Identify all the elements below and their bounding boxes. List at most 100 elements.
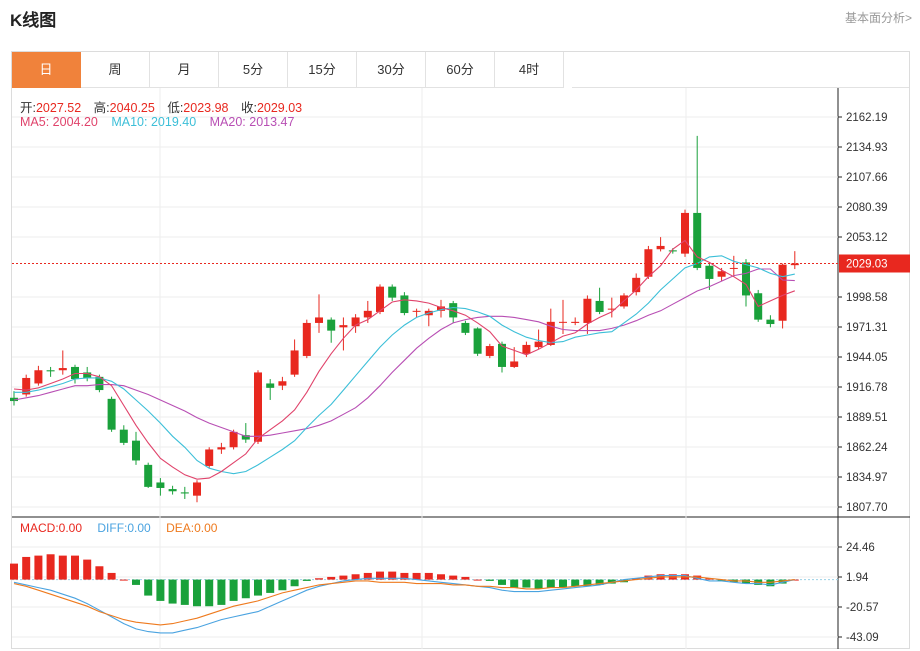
macd-bar (156, 579, 165, 601)
candle-body (34, 370, 43, 384)
candle-body (412, 310, 421, 312)
tab-60min[interactable]: 60分 (426, 52, 495, 88)
fundamental-analysis-link[interactable]: 基本面分析> (844, 11, 912, 25)
macd-bar (412, 572, 421, 580)
candle-body (400, 295, 409, 314)
macd-bar (644, 575, 653, 580)
candle-body (22, 377, 31, 395)
candle-body (729, 267, 738, 269)
price-tick-label: 2134.93 (846, 142, 888, 154)
candle-body (254, 372, 262, 442)
macd-bar (632, 578, 641, 580)
chart-frame (11, 51, 910, 649)
macd-bar (559, 579, 567, 588)
ma5-line (13, 239, 795, 480)
diff-value: 0.00 (127, 521, 151, 535)
tab-week[interactable]: 周 (81, 52, 150, 88)
macd-bar (34, 555, 43, 580)
macd-tick-label: -43.09 (846, 632, 879, 644)
macd-bar (132, 579, 140, 585)
macd-bar (327, 576, 336, 580)
macd-bar (400, 572, 409, 580)
candle-body (705, 265, 714, 279)
candle-body (241, 435, 250, 440)
ma-legend: MA5: 2004.20 MA10: 2019.40 MA20: 2013.47 (20, 115, 294, 129)
diff-label: DIFF: (97, 521, 128, 535)
candle-body (632, 277, 641, 293)
macd-tick-label: 1.94 (846, 572, 869, 584)
candle-body (461, 322, 470, 333)
last-price-tag (839, 254, 910, 273)
macd-bar (83, 559, 92, 580)
candle-body (437, 306, 445, 311)
page-title: K线图 (10, 11, 57, 30)
candle-body (10, 397, 18, 402)
candle-body (58, 368, 67, 371)
macd-bar (266, 579, 275, 593)
price-tick-label: 2162.19 (846, 112, 888, 124)
macd-bar (180, 579, 189, 605)
macd-bar (229, 579, 238, 601)
high-label: 高: (93, 101, 110, 115)
price-tick-label: 2080.39 (846, 202, 888, 214)
macd-bar (144, 579, 153, 596)
candle-body (278, 381, 287, 386)
tab-5min[interactable]: 5分 (219, 52, 288, 88)
macd-bar (315, 578, 323, 580)
macd-bar (595, 579, 604, 585)
tab-15min[interactable]: 15分 (288, 52, 357, 88)
macd-bar (766, 579, 775, 587)
candle-body (693, 212, 702, 268)
macd-bar (705, 578, 714, 580)
macd-value: 0.00 (58, 521, 83, 535)
high-value: 2040.25 (109, 101, 155, 115)
macd-bar (534, 579, 543, 589)
price-tick-label: 1889.51 (846, 412, 888, 424)
macd-bar (363, 572, 372, 580)
candle-body (205, 449, 214, 466)
macd-bar (351, 574, 360, 580)
open-value: 2027.52 (35, 101, 82, 115)
candle-body (559, 321, 567, 323)
macd-bar (742, 579, 750, 584)
tab-divider (572, 87, 909, 88)
tab-30min[interactable]: 30分 (357, 52, 426, 88)
macd-bar (339, 575, 348, 580)
candle-body (217, 447, 226, 450)
tab-day[interactable]: 日 (12, 52, 81, 88)
macd-bar (510, 579, 519, 588)
candle-body (376, 286, 384, 312)
candle-body (656, 245, 665, 250)
ma20-value: 2013.47 (249, 115, 295, 129)
macd-tick-label: 24.46 (846, 542, 875, 554)
macd-bar (290, 579, 299, 587)
price-tick-label: 1807.70 (846, 502, 888, 514)
candle-body (473, 328, 482, 354)
macd-bar (168, 579, 177, 604)
close-value: 2029.03 (256, 101, 303, 115)
macd-bar (119, 579, 128, 581)
candle-body (229, 431, 238, 448)
dea-value: 0.00 (194, 521, 218, 535)
macd-bar (546, 579, 555, 588)
macd-bar (107, 572, 116, 580)
macd-bar (693, 575, 702, 580)
candle-body (607, 308, 616, 310)
candle-body (681, 212, 689, 254)
price-tick-label: 2107.66 (846, 172, 888, 184)
tab-4hour[interactable]: 4时 (495, 52, 564, 88)
price-tick-label: 1998.58 (846, 292, 888, 304)
macd-bar (607, 579, 616, 584)
candle-body (546, 321, 555, 345)
macd-bar (217, 579, 226, 605)
candle-body (180, 492, 189, 494)
candle-body (363, 310, 372, 318)
candle-body (522, 344, 531, 354)
macd-bar (22, 556, 31, 580)
tab-month[interactable]: 月 (150, 52, 219, 88)
close-label: 收: (240, 101, 257, 115)
candle-body (107, 398, 116, 430)
diff-line (13, 575, 795, 634)
